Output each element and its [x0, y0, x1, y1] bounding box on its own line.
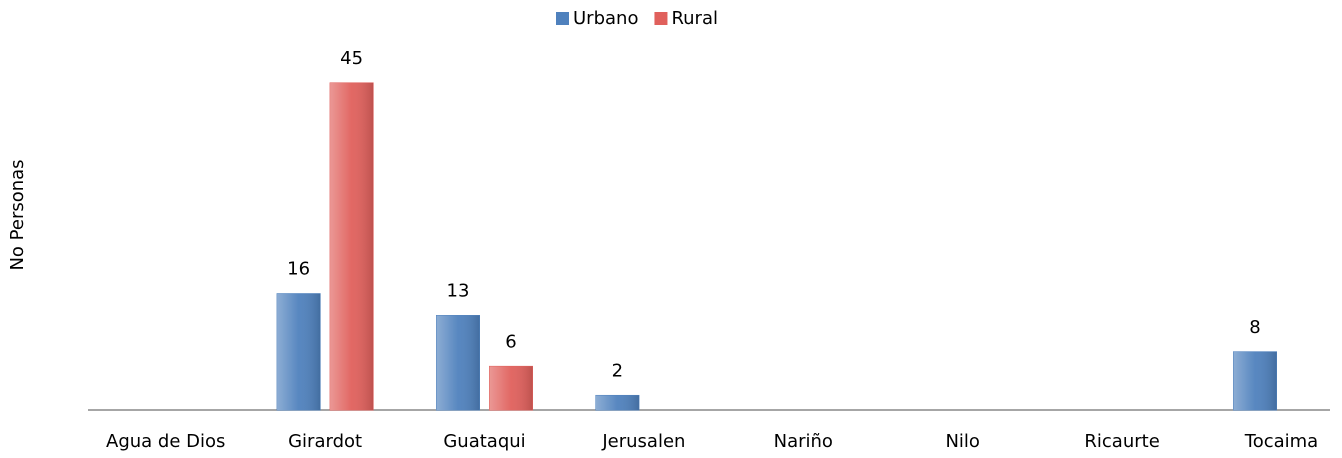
legend-label: Urbano [573, 8, 638, 29]
bar [329, 82, 374, 411]
data-label: 2 [612, 360, 623, 381]
bar [1233, 351, 1277, 411]
x-tick-label: Guataqui [443, 431, 525, 452]
bar [276, 293, 321, 411]
bar [489, 365, 533, 411]
x-tick-label: Ricaurte [1084, 431, 1159, 452]
y-axis-label: No Personas [7, 159, 28, 270]
data-label: 13 [447, 281, 470, 302]
legend-label: Rural [671, 8, 718, 29]
x-tick-label: Jerusalen [601, 431, 685, 452]
data-label: 8 [1249, 317, 1260, 338]
x-tick-label: Girardot [288, 431, 362, 452]
data-label: 45 [340, 48, 363, 69]
bar [595, 394, 640, 411]
data-label: 16 [287, 259, 310, 280]
data-label: 6 [505, 331, 516, 352]
x-tick-label: Nariño [774, 431, 833, 452]
legend-swatch [654, 12, 668, 25]
legend-swatch [556, 12, 569, 25]
x-tick-label: Tocaima [1244, 431, 1318, 452]
bar [436, 315, 480, 411]
x-tick-label: Nilo [945, 431, 979, 452]
x-tick-label: Agua de Dios [106, 431, 225, 452]
